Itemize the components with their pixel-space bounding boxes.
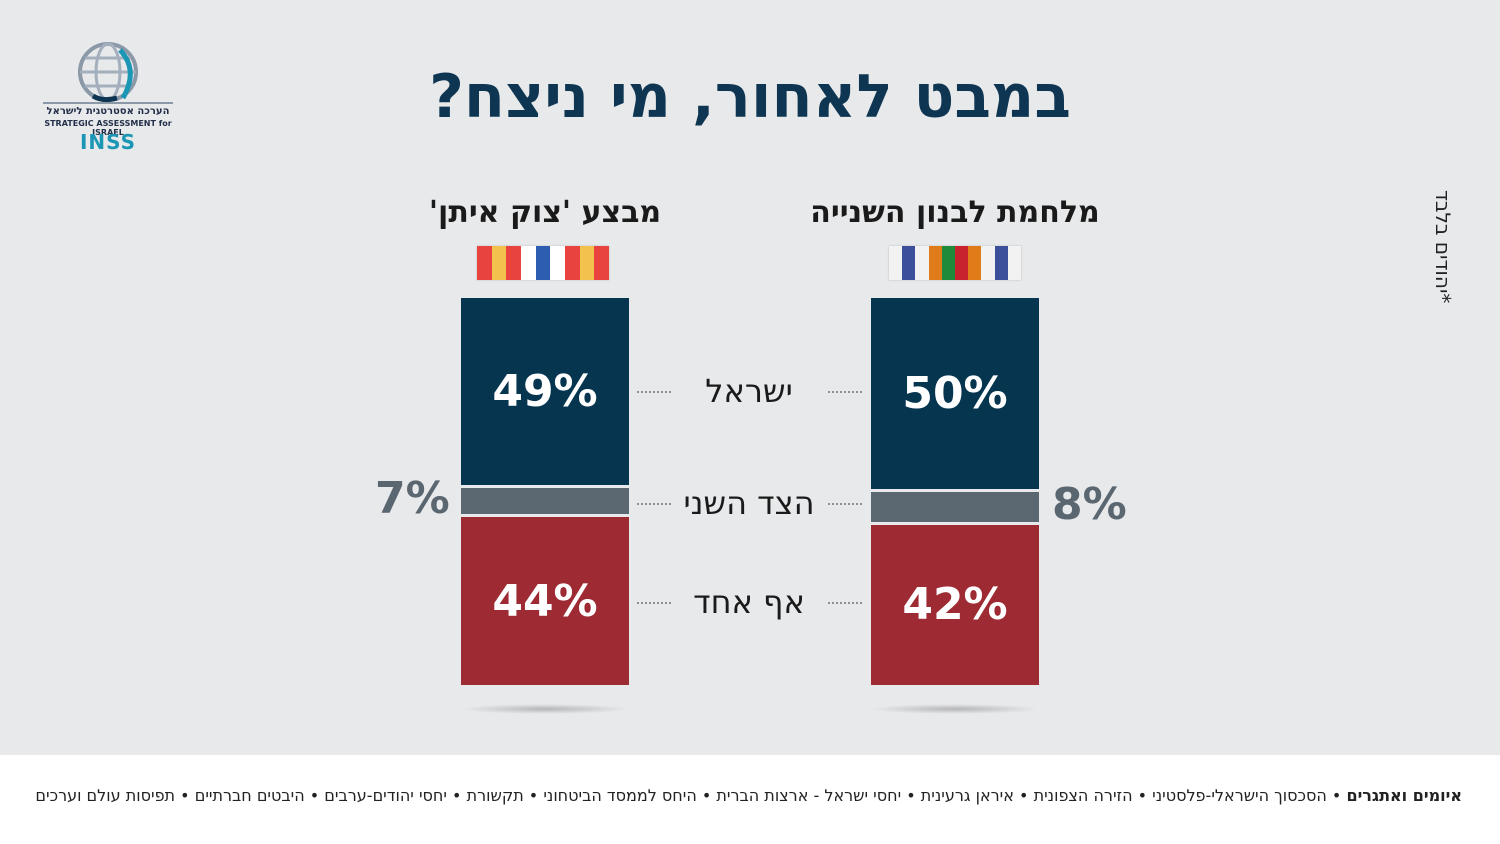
- bar-protective-edge: 49% 44%: [461, 298, 629, 685]
- ribbon-stripe: [928, 246, 942, 280]
- footer-topics: איומים ואתגרים • הסכסוך הישראלי-פלסטיני …: [35, 786, 1462, 805]
- footer-topic[interactable]: היבטים חברתיים: [194, 786, 305, 805]
- category-label-no-one: אף אחד: [693, 583, 805, 622]
- ribbon-stripe: [491, 246, 507, 280]
- ribbon-stripe: [955, 246, 969, 280]
- bar-shadow: [870, 704, 1040, 714]
- footer-topic[interactable]: היחס לממסד הביטחוני: [543, 786, 697, 805]
- ribbon-stripe: [941, 246, 956, 280]
- protective-edge-ribbon: [477, 246, 610, 280]
- lebanon-ribbon: [889, 246, 1022, 280]
- segment-no-one: 44%: [461, 517, 629, 685]
- ribbon-stripe: [477, 246, 492, 280]
- segment-other-side: [461, 487, 629, 515]
- category-row-no-one: אף אחד: [637, 583, 862, 623]
- ribbon-stripe: [521, 246, 536, 280]
- footer-topic[interactable]: תפיסות עולם וערכים: [35, 786, 176, 805]
- ribbon-stripe: [915, 246, 929, 280]
- series-title-lebanon: מלחמת לבנון השנייה: [810, 195, 1100, 230]
- footer-topic[interactable]: יחסי ישראל - ארצות הברית: [716, 786, 902, 805]
- segment-israel: 50%: [871, 298, 1039, 489]
- logo: הערכה אסטרטגית לישראל STRATEGIC ASSESSME…: [38, 38, 178, 158]
- footer-topic[interactable]: הזירה הצפונית: [1033, 786, 1133, 805]
- footer-topic[interactable]: יחסי יהודים-ערבים: [324, 786, 447, 805]
- category-label-israel: ישראל: [705, 372, 793, 411]
- segment-no-one: 42%: [871, 524, 1039, 685]
- footer-topic[interactable]: איראן גרעינית: [920, 786, 1014, 805]
- segment-israel: 49%: [461, 298, 629, 485]
- globe-icon: [78, 42, 138, 103]
- data-label: 42%: [902, 579, 1008, 631]
- footer-topic-main[interactable]: איומים ואתגרים: [1346, 786, 1462, 805]
- bar-lebanon: 50% 42%: [871, 298, 1039, 685]
- protective-edge-other-side-value: 7%: [375, 473, 450, 525]
- data-label: 50%: [902, 367, 1008, 419]
- footnote: *יהודים בלבד: [1431, 190, 1455, 304]
- ribbon-stripe: [981, 246, 995, 280]
- data-label: 49%: [492, 365, 598, 417]
- data-label: 44%: [492, 575, 598, 627]
- ribbon-stripe: [550, 246, 566, 280]
- segment-other-side: [871, 491, 1039, 522]
- logo-english: STRATEGIC ASSESSMENT for ISRAEL: [44, 119, 172, 137]
- ribbon-stripe: [968, 246, 982, 280]
- category-row-other-side: הצד השני: [637, 484, 862, 524]
- footer-bar: [0, 755, 1500, 844]
- ribbon-stripe: [535, 246, 551, 280]
- category-row-israel: ישראל: [637, 372, 862, 412]
- lebanon-other-side-value: 8%: [1052, 478, 1127, 530]
- ribbon-stripe: [902, 246, 916, 280]
- footer-topic[interactable]: הסכסוך הישראלי-פלסטיני: [1152, 786, 1327, 805]
- logo-brand: INSS: [79, 130, 137, 154]
- category-label-other-side: הצד השני: [683, 483, 815, 522]
- page-title: במבט לאחור, מי ניצח?: [429, 62, 1071, 132]
- bar-shadow: [460, 704, 630, 714]
- ribbon-stripe: [889, 246, 903, 280]
- ribbon-stripe: [506, 246, 522, 280]
- ribbon-stripe: [994, 246, 1008, 280]
- series-title-protective-edge: מבצע 'צוק איתן': [428, 195, 662, 230]
- ribbon-stripe: [594, 246, 610, 280]
- footer-topic[interactable]: תקשורת: [466, 786, 524, 805]
- ribbon-stripe: [579, 246, 595, 280]
- logo-hebrew: הערכה אסטרטגית לישראל: [46, 106, 170, 117]
- ribbon-stripe: [565, 246, 580, 280]
- ribbon-stripe: [1007, 246, 1022, 280]
